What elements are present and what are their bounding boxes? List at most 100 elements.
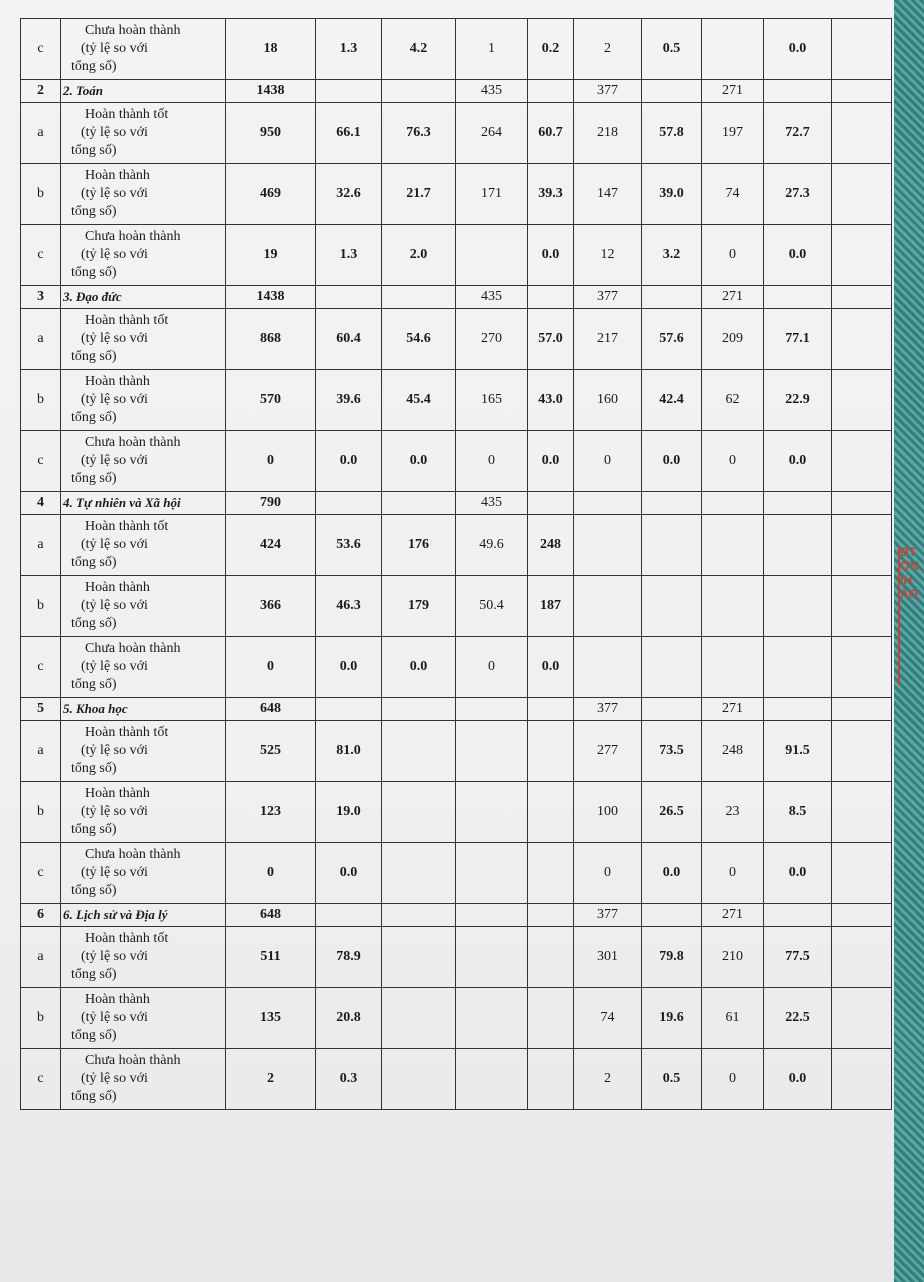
row-label-line: Hoàn thành tốt xyxy=(85,931,169,946)
row-label-line: Chưa hoàn thành xyxy=(85,641,181,656)
value-cell: 217 xyxy=(573,308,642,370)
row-index: 3 xyxy=(20,285,61,309)
value-cell: 57.8 xyxy=(641,102,702,164)
table-row: a Hoàn thành tốt (tỷ lệ so với tổng số) 525 8… xyxy=(20,720,892,782)
value-cell: 0.0 xyxy=(381,636,456,698)
row-index: a xyxy=(20,514,61,576)
row-label-line: tổng số) xyxy=(71,1089,117,1104)
row-label-line: (tỷ lệ so với xyxy=(81,186,148,201)
value-cell xyxy=(315,79,382,103)
value-cell: 81.0 xyxy=(315,720,382,782)
value-cell: 648 xyxy=(225,697,316,721)
value-cell: 435 xyxy=(455,79,528,103)
value-cell xyxy=(527,842,574,904)
table-row: a Hoàn thành tốt (tỷ lệ so với tổng số) 950 6… xyxy=(20,102,892,164)
subject-row: 3 3. Đạo đức 1438 435 377 271 xyxy=(20,285,892,309)
value-cell: 77.1 xyxy=(763,308,832,370)
value-cell: 77.5 xyxy=(763,926,832,988)
row-label-line: tổng số) xyxy=(71,822,117,837)
value-cell xyxy=(831,430,892,492)
row-label-line: tổng số) xyxy=(71,555,117,570)
value-cell: 301 xyxy=(573,926,642,988)
value-cell xyxy=(831,491,892,515)
row-label: Hoàn thành (tỷ lệ so với tổng số) xyxy=(60,163,226,225)
value-cell xyxy=(527,79,574,103)
value-cell: 46.3 xyxy=(315,575,382,637)
value-cell: 76.3 xyxy=(381,102,456,164)
row-label-line: (tỷ lệ so với xyxy=(81,392,148,407)
value-cell: 0.0 xyxy=(527,224,574,286)
value-cell xyxy=(831,285,892,309)
value-cell: 197 xyxy=(701,102,764,164)
value-cell xyxy=(315,903,382,927)
value-cell: 271 xyxy=(701,285,764,309)
subject-name: 5. Khoa học xyxy=(60,697,226,721)
value-cell: 187 xyxy=(527,575,574,637)
value-cell: 39.0 xyxy=(641,163,702,225)
table-row: a Hoàn thành tốt (tỷ lệ so với tổng số) 868 6… xyxy=(20,308,892,370)
value-cell: 264 xyxy=(455,102,528,164)
row-label-line: tổng số) xyxy=(71,59,117,74)
value-cell: 0 xyxy=(701,842,764,904)
row-label-line: Chưa hoàn thành xyxy=(85,435,181,450)
value-cell xyxy=(831,102,892,164)
value-cell: 377 xyxy=(573,697,642,721)
value-cell xyxy=(641,903,702,927)
value-cell xyxy=(641,697,702,721)
value-cell: 23 xyxy=(701,781,764,843)
row-label-line: Chưa hoàn thành xyxy=(85,23,181,38)
table-row: c Chưa hoàn thành (tỷ lệ so với tổng số) 0 0.… xyxy=(20,430,892,492)
value-cell xyxy=(763,575,832,637)
value-cell: 62 xyxy=(701,369,764,431)
row-index: c xyxy=(20,224,61,286)
row-label: Hoàn thành (tỷ lệ so với tổng số) xyxy=(60,781,226,843)
value-cell: 22.5 xyxy=(763,987,832,1049)
value-cell xyxy=(315,491,382,515)
subject-name: 2. Toán xyxy=(60,79,226,103)
value-cell: 0.0 xyxy=(315,430,382,492)
value-cell xyxy=(831,163,892,225)
value-cell: 0 xyxy=(573,430,642,492)
value-cell: 171 xyxy=(455,163,528,225)
row-label-line: Hoàn thành xyxy=(85,786,150,801)
row-index: b xyxy=(20,163,61,225)
value-cell: 79.8 xyxy=(641,926,702,988)
value-cell: 61 xyxy=(701,987,764,1049)
row-label-line: Hoàn thành tốt xyxy=(85,313,169,328)
value-cell: 1438 xyxy=(225,79,316,103)
value-cell xyxy=(381,285,456,309)
row-index: b xyxy=(20,369,61,431)
row-index: b xyxy=(20,781,61,843)
value-cell: 0.0 xyxy=(315,636,382,698)
table-row: c Chưa hoàn thành (tỷ lệ so với tổng số) 0 0.… xyxy=(20,842,892,904)
value-cell: 8.5 xyxy=(763,781,832,843)
table-row: b Hoàn thành (tỷ lệ so với tổng số) 570 39.6 4… xyxy=(20,369,892,431)
value-cell xyxy=(573,636,642,698)
value-cell: 43.0 xyxy=(527,369,574,431)
row-label-line: tổng số) xyxy=(71,349,117,364)
value-cell: 424 xyxy=(225,514,316,576)
value-cell xyxy=(381,79,456,103)
value-cell xyxy=(641,514,702,576)
value-cell: 366 xyxy=(225,575,316,637)
value-cell xyxy=(763,79,832,103)
value-cell: 0.5 xyxy=(641,1048,702,1110)
value-cell: 270 xyxy=(455,308,528,370)
row-label-line: (tỷ lệ so với xyxy=(81,804,148,819)
value-cell: 0.0 xyxy=(763,1048,832,1110)
value-cell xyxy=(381,781,456,843)
value-cell xyxy=(381,1048,456,1110)
value-cell xyxy=(641,79,702,103)
value-cell xyxy=(527,1048,574,1110)
value-cell: 123 xyxy=(225,781,316,843)
row-label: Chưa hoàn thành (tỷ lệ so với tổng số) xyxy=(60,430,226,492)
value-cell: 2 xyxy=(573,18,642,80)
value-cell: 0.0 xyxy=(527,430,574,492)
row-index: 5 xyxy=(20,697,61,721)
value-cell: 0.0 xyxy=(763,842,832,904)
value-cell: 950 xyxy=(225,102,316,164)
value-cell xyxy=(381,903,456,927)
value-cell xyxy=(701,636,764,698)
value-cell: 0.0 xyxy=(381,430,456,492)
value-cell: 1.3 xyxy=(315,18,382,80)
